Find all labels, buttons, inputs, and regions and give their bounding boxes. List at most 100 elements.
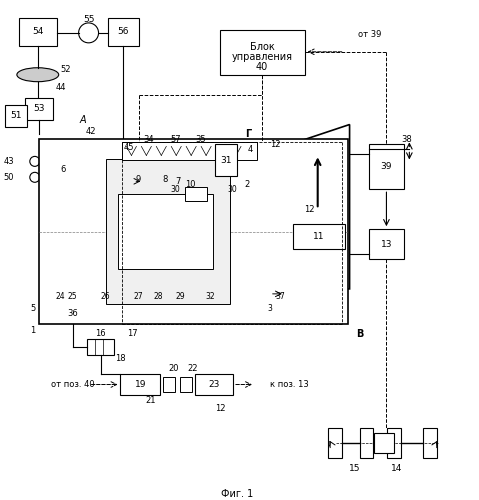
Bar: [120, 374, 160, 396]
Polygon shape: [245, 229, 254, 269]
Text: 55: 55: [83, 16, 94, 24]
Bar: [87, 338, 114, 354]
Polygon shape: [275, 154, 284, 194]
Text: 12: 12: [305, 204, 315, 214]
Bar: [25, 98, 53, 120]
Text: Фиг. 1: Фиг. 1: [221, 489, 253, 499]
Polygon shape: [84, 229, 92, 269]
Text: 35: 35: [195, 135, 205, 144]
Polygon shape: [265, 154, 274, 194]
Text: 40: 40: [256, 62, 268, 72]
Text: Блок: Блок: [250, 42, 274, 52]
Bar: [360, 428, 374, 458]
Circle shape: [187, 211, 193, 217]
Bar: [388, 428, 401, 458]
Text: 2: 2: [244, 180, 250, 189]
Text: 11: 11: [313, 232, 324, 240]
Polygon shape: [265, 229, 274, 269]
Text: 22: 22: [187, 364, 197, 373]
Text: 28: 28: [154, 292, 163, 302]
Polygon shape: [74, 229, 82, 269]
Text: 30: 30: [227, 185, 237, 194]
Text: А: А: [80, 114, 86, 124]
Bar: [123, 142, 257, 160]
Bar: [163, 376, 175, 392]
Text: 31: 31: [220, 156, 232, 165]
Text: 24: 24: [56, 292, 66, 302]
Bar: [39, 140, 348, 324]
Text: 23: 23: [208, 380, 220, 389]
Bar: [118, 194, 213, 269]
Circle shape: [127, 236, 134, 242]
Text: 20: 20: [168, 364, 179, 373]
Text: 12: 12: [270, 140, 280, 149]
Text: 9: 9: [136, 175, 141, 184]
Text: 51: 51: [10, 111, 22, 120]
Text: 54: 54: [32, 28, 44, 36]
Text: 39: 39: [381, 162, 392, 171]
Text: 53: 53: [33, 104, 45, 113]
Bar: [19, 18, 57, 46]
Text: 56: 56: [118, 28, 129, 36]
Text: 14: 14: [391, 464, 402, 472]
Bar: [185, 188, 207, 201]
Text: 42: 42: [85, 127, 96, 136]
Text: 13: 13: [381, 240, 392, 248]
Polygon shape: [245, 154, 254, 194]
Text: 8: 8: [162, 175, 168, 184]
Text: 43: 43: [3, 157, 14, 166]
Text: 52: 52: [60, 65, 71, 74]
Text: 19: 19: [135, 380, 146, 389]
Text: 12: 12: [215, 404, 225, 413]
Bar: [369, 144, 404, 190]
Bar: [180, 376, 192, 392]
Text: 26: 26: [101, 292, 110, 302]
Text: 38: 38: [401, 135, 412, 144]
Bar: [215, 144, 237, 176]
Text: 37: 37: [275, 292, 285, 302]
Bar: [369, 229, 404, 259]
Polygon shape: [54, 154, 63, 194]
Text: управления: управления: [231, 52, 292, 62]
Text: 21: 21: [145, 396, 156, 405]
Text: 7: 7: [175, 177, 181, 186]
Text: Г: Г: [245, 130, 251, 140]
Text: 18: 18: [115, 354, 126, 363]
Text: 4: 4: [247, 145, 252, 154]
Bar: [220, 30, 305, 74]
Bar: [195, 374, 233, 396]
Text: 34: 34: [143, 135, 154, 144]
Polygon shape: [255, 154, 264, 194]
Polygon shape: [44, 154, 53, 194]
Circle shape: [144, 174, 160, 190]
Polygon shape: [64, 154, 73, 194]
Polygon shape: [255, 229, 264, 269]
Text: 16: 16: [95, 329, 106, 338]
Circle shape: [167, 211, 173, 217]
Text: 10: 10: [185, 180, 195, 189]
Polygon shape: [84, 154, 92, 194]
Polygon shape: [74, 154, 82, 194]
Text: 1: 1: [30, 326, 35, 335]
Text: 32: 32: [205, 292, 215, 302]
Text: 36: 36: [67, 310, 78, 318]
Bar: [105, 160, 230, 304]
Text: от поз. 40: от поз. 40: [51, 380, 94, 389]
Text: 5: 5: [30, 304, 35, 314]
Text: 15: 15: [349, 464, 360, 472]
Text: 6: 6: [60, 165, 65, 174]
Ellipse shape: [17, 68, 59, 82]
Circle shape: [148, 211, 153, 217]
Text: 57: 57: [170, 135, 181, 144]
Text: 27: 27: [134, 292, 143, 302]
Circle shape: [148, 236, 153, 242]
Polygon shape: [93, 154, 103, 194]
Text: 17: 17: [127, 329, 138, 338]
Text: 25: 25: [68, 292, 78, 302]
Text: 30: 30: [171, 185, 180, 194]
Circle shape: [127, 211, 134, 217]
Bar: [293, 224, 344, 249]
Text: 45: 45: [123, 143, 134, 152]
Polygon shape: [64, 229, 73, 269]
Polygon shape: [93, 229, 103, 269]
